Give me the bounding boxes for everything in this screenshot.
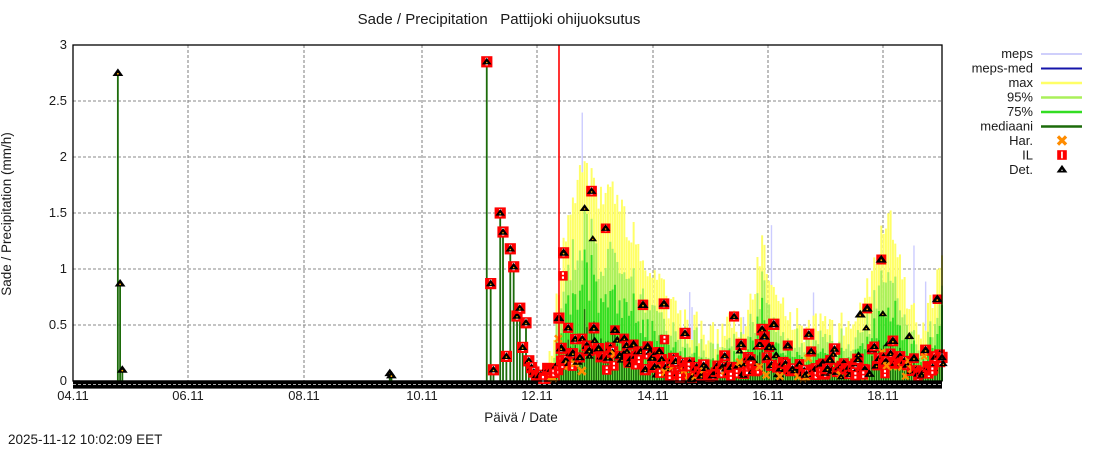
- svg-text:04.11: 04.11: [57, 388, 89, 403]
- svg-text:Sade / Precipitation Pattijo: Sade / Precipitation Pattijoki ohijuoksu…: [358, 11, 641, 28]
- svg-text:Päivä / Date: Päivä / Date: [484, 410, 558, 425]
- svg-text:meps-med: meps-med: [972, 61, 1033, 76]
- svg-text:meps: meps: [1001, 46, 1033, 61]
- svg-text:max: max: [1008, 75, 1033, 90]
- svg-text:2: 2: [60, 149, 67, 164]
- svg-text:Det.: Det.: [1009, 162, 1033, 177]
- svg-text:3: 3: [60, 37, 67, 52]
- svg-text:1.5: 1.5: [49, 205, 67, 220]
- svg-text:0: 0: [60, 373, 67, 388]
- svg-text:16.11: 16.11: [752, 388, 784, 403]
- svg-text:18.11: 18.11: [867, 388, 899, 403]
- svg-text:IL: IL: [1022, 148, 1033, 163]
- svg-text:Har.: Har.: [1009, 133, 1033, 148]
- svg-text:Sade / Precipitation (mm/h): Sade / Precipitation (mm/h): [0, 132, 14, 296]
- svg-text:0.5: 0.5: [49, 317, 67, 332]
- svg-text:08.11: 08.11: [288, 388, 320, 403]
- svg-text:75%: 75%: [1007, 104, 1033, 119]
- svg-text:1: 1: [60, 261, 67, 276]
- svg-text:14.11: 14.11: [637, 388, 669, 403]
- svg-text:06.11: 06.11: [172, 388, 204, 403]
- svg-text:2.5: 2.5: [49, 93, 67, 108]
- svg-text:95%: 95%: [1007, 90, 1033, 105]
- svg-text:mediaani: mediaani: [980, 119, 1033, 134]
- svg-text:12.11: 12.11: [521, 388, 553, 403]
- svg-text:10.11: 10.11: [406, 388, 438, 403]
- svg-text:2025-11-12 10:02:09 EET: 2025-11-12 10:02:09 EET: [8, 432, 162, 447]
